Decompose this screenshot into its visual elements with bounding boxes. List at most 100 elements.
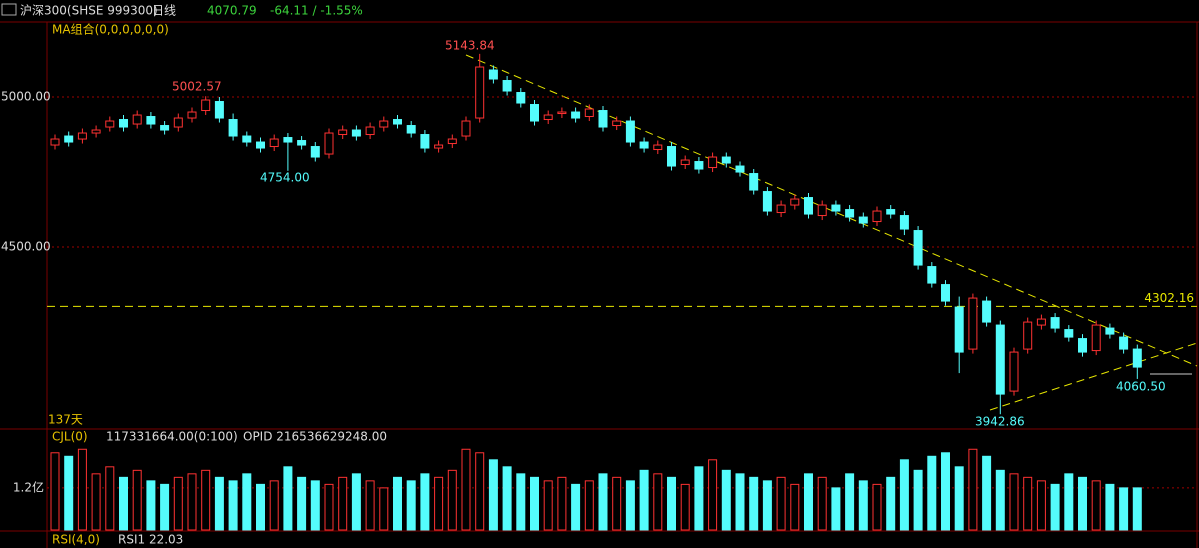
candle-body — [543, 114, 553, 121]
volume-bar — [872, 483, 882, 531]
candle-body — [187, 111, 197, 119]
candle-body — [297, 140, 307, 146]
volume-bar — [598, 473, 608, 531]
candle-body — [242, 135, 252, 143]
volume-bar — [845, 473, 855, 531]
volume-bar — [625, 480, 635, 531]
volume-bar — [269, 480, 279, 531]
candle-body — [146, 116, 156, 125]
volume-bar — [406, 480, 416, 531]
candle-body — [968, 297, 978, 350]
candle-body — [680, 159, 690, 166]
volume-bar — [612, 476, 622, 531]
volume-bar — [1009, 473, 1019, 531]
volume-bar — [64, 455, 74, 531]
ma-label[interactable]: MA组合(0,0,0,0,0,0) — [52, 22, 169, 37]
volume-bar — [351, 473, 361, 531]
candle-body — [858, 216, 868, 224]
volume-bar — [338, 476, 348, 531]
volume-bar — [77, 448, 87, 531]
candle-body — [201, 99, 211, 112]
candle-body — [954, 306, 964, 353]
volume-bar — [502, 466, 512, 531]
price-change: -64.11 / -1.55% — [270, 4, 363, 18]
volume-bar — [379, 487, 389, 531]
volume-bar — [941, 452, 950, 531]
candle-body — [653, 144, 663, 151]
candle-body — [461, 120, 471, 137]
y-tick-label: 1.2亿 — [13, 479, 44, 494]
period[interactable]: 日线 — [152, 4, 176, 18]
candle-body — [379, 120, 389, 128]
volume-bar — [146, 480, 156, 531]
candle-body — [1050, 317, 1060, 329]
trend-line — [989, 342, 1198, 411]
volume-bar — [1078, 476, 1087, 531]
volume-bar — [1064, 473, 1074, 531]
candle-body — [667, 146, 676, 167]
candle-body — [762, 191, 772, 212]
volume-bar — [297, 476, 307, 531]
volume-bar — [831, 487, 841, 531]
opid-value: OPID 216536629248.00 — [243, 430, 387, 444]
candle-body — [1105, 327, 1115, 335]
rsi-value: RSI1 22.03 — [118, 533, 183, 547]
high-annotation: 5002.57 — [172, 80, 222, 94]
candle-body — [365, 126, 375, 136]
volume-bar — [721, 469, 731, 531]
volume-bar — [749, 476, 759, 531]
y-tick-label: 4500.00 — [1, 240, 51, 254]
rsi-indicator[interactable]: RSI(4,0) — [52, 533, 100, 547]
volume-bar — [858, 480, 868, 531]
volume-bar — [817, 476, 827, 531]
volume-bar — [488, 459, 498, 531]
volume-bar — [543, 480, 553, 531]
volume-bar — [420, 473, 430, 531]
volume-bar — [393, 476, 402, 531]
volume-bar — [132, 469, 142, 531]
volume-bar — [310, 480, 320, 531]
high-annotation: 5143.84 — [445, 39, 495, 53]
volume-bar — [1091, 480, 1101, 531]
volume-bar — [1105, 483, 1115, 531]
menu-icon[interactable] — [1, 3, 17, 16]
candle-body — [105, 120, 115, 128]
volume-bar — [283, 466, 293, 531]
volume-bar — [1050, 483, 1060, 531]
candle-body — [735, 165, 745, 173]
volume-bar — [762, 480, 772, 531]
volume-bar — [584, 480, 594, 531]
candle-body — [982, 300, 992, 323]
days-label: 137天 — [48, 413, 83, 427]
volume-bar — [105, 466, 115, 531]
volume-bar — [886, 476, 896, 531]
candle-body — [1078, 338, 1087, 353]
candle-body — [50, 138, 60, 146]
candle-body — [91, 129, 101, 134]
candle-body — [1091, 324, 1101, 352]
volume-bar — [899, 459, 909, 531]
candle-body — [625, 120, 635, 143]
candle-body — [708, 156, 718, 169]
candle-body — [324, 132, 334, 155]
volume-bar — [776, 476, 786, 531]
volume-bar — [735, 473, 745, 531]
volume-bar — [995, 469, 1005, 531]
candle-body — [995, 324, 1005, 395]
candle-body — [612, 120, 622, 127]
volume-bar — [173, 476, 183, 531]
volume-bar — [1036, 480, 1046, 531]
candle-body — [351, 129, 361, 137]
candle-body — [598, 110, 608, 128]
candle-body — [749, 173, 759, 191]
volume-bar — [228, 480, 238, 531]
volume-bar — [1023, 476, 1033, 531]
candle-body — [488, 69, 498, 80]
volume-bar — [968, 448, 978, 531]
candle-body — [872, 210, 882, 223]
volume-bar — [160, 483, 170, 531]
volume-indicator[interactable]: CJL(0) — [52, 430, 88, 444]
candle-body — [516, 92, 526, 104]
candle-body — [694, 161, 704, 170]
